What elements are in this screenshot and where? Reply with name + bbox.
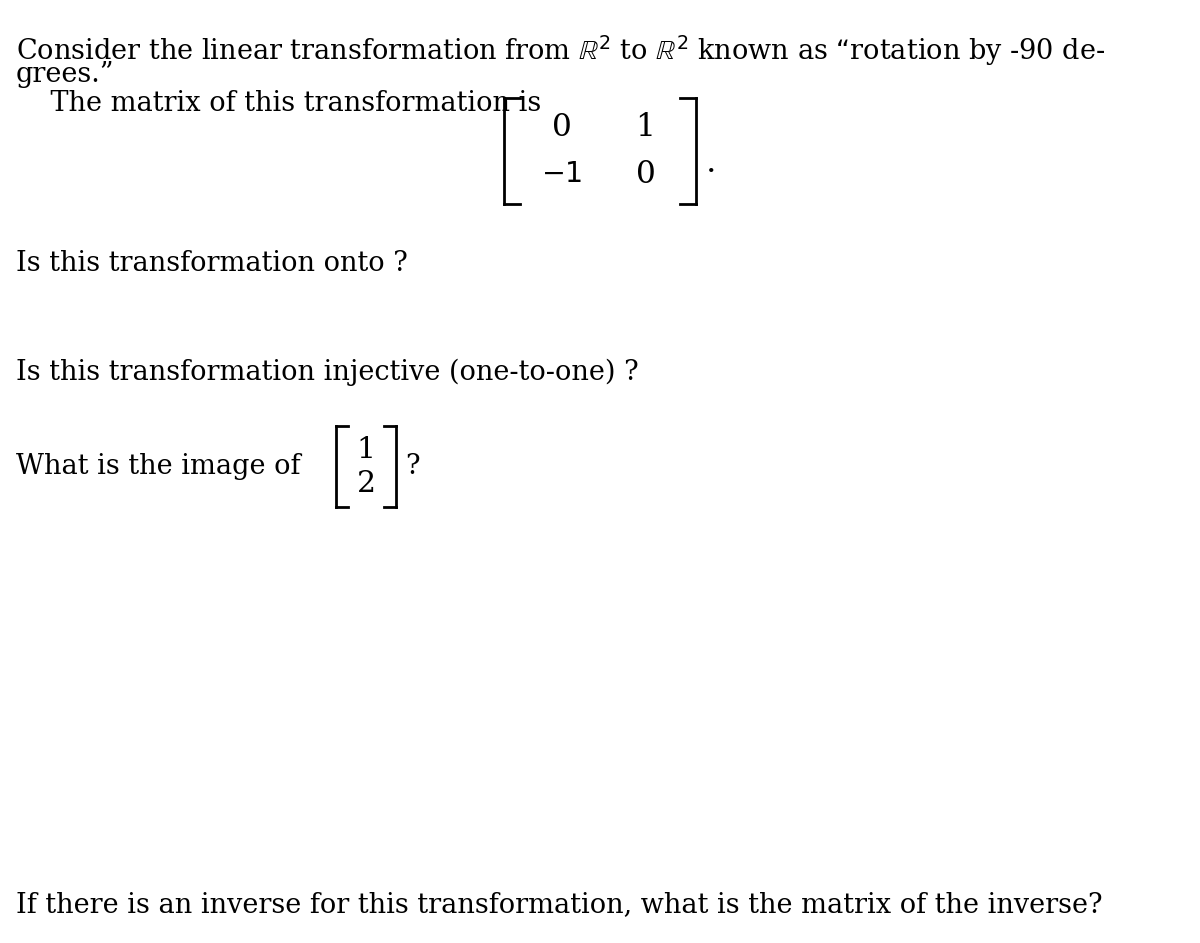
Text: The matrix of this transformation is: The matrix of this transformation is <box>16 90 541 117</box>
Text: If there is an inverse for this transformation, what is the matrix of the invers: If there is an inverse for this transfor… <box>16 891 1103 918</box>
Text: 1: 1 <box>636 112 655 142</box>
Text: Is this transformation injective (one-to-one) ?: Is this transformation injective (one-to… <box>16 358 638 386</box>
Text: Is this transformation onto ?: Is this transformation onto ? <box>16 250 408 277</box>
Text: 1: 1 <box>356 436 376 464</box>
Text: .: . <box>706 147 716 178</box>
Text: grees.”: grees.” <box>16 61 114 89</box>
Text: 2: 2 <box>356 470 376 498</box>
Text: What is the image of: What is the image of <box>16 454 300 480</box>
Text: 0: 0 <box>636 159 655 190</box>
Text: $-1$: $-1$ <box>541 161 582 188</box>
Text: ?: ? <box>406 454 420 480</box>
Text: Consider the linear transformation from $\mathbb{R}^2$ to $\mathbb{R}^2$ known a: Consider the linear transformation from … <box>16 33 1105 68</box>
Text: 0: 0 <box>552 112 571 142</box>
